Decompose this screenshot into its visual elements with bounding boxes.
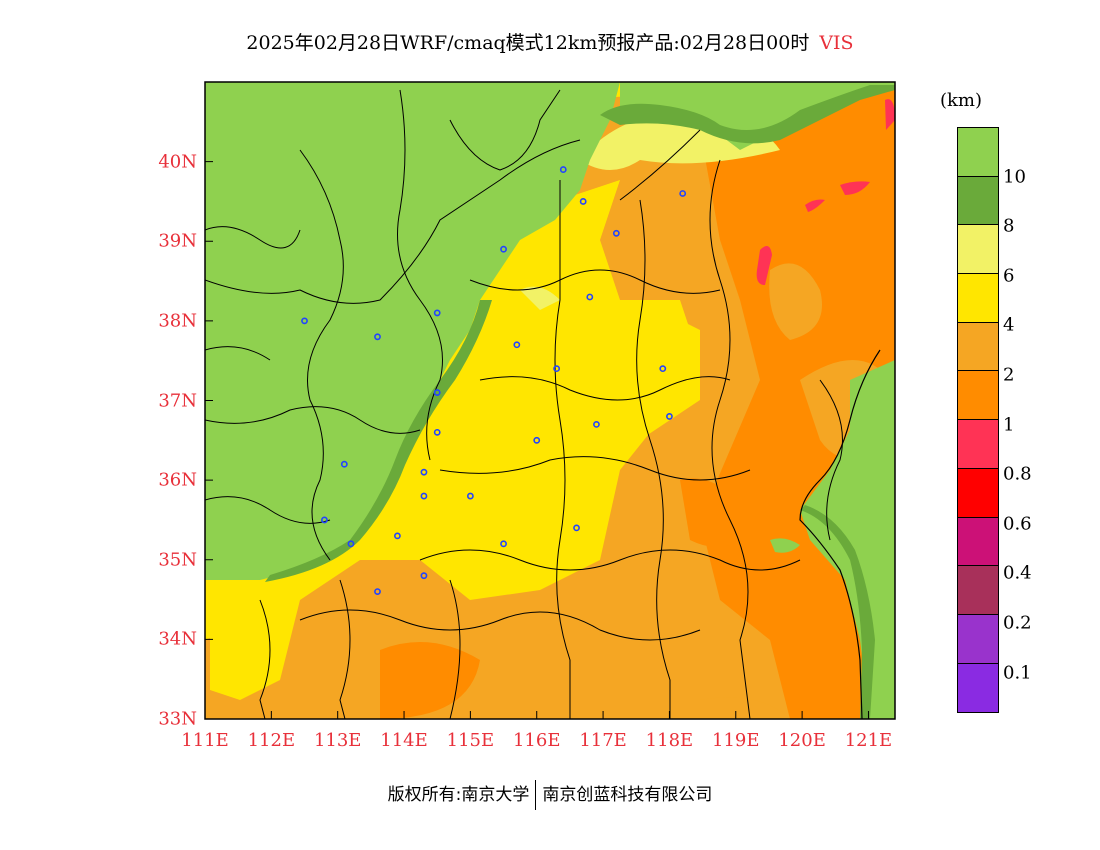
city-marker bbox=[679, 190, 687, 197]
colorbar-swatch bbox=[958, 614, 998, 664]
visibility-field bbox=[205, 82, 895, 719]
city-marker bbox=[659, 365, 667, 373]
lat-tick-label: 37N bbox=[158, 390, 197, 411]
city-marker bbox=[420, 468, 428, 476]
city-marker bbox=[340, 460, 348, 468]
city-marker bbox=[420, 572, 428, 580]
colorbar-label: 4 bbox=[1003, 314, 1015, 336]
lat-tick-label: 39N bbox=[158, 230, 197, 252]
colorbar-label: 2 bbox=[1003, 364, 1015, 386]
city-marker bbox=[533, 436, 541, 444]
city-marker bbox=[579, 198, 587, 205]
city-marker bbox=[553, 365, 561, 373]
title-variable: VIS bbox=[819, 32, 854, 54]
lon-tick-label: 114E bbox=[380, 730, 428, 751]
city-marker bbox=[466, 492, 474, 500]
colorbar-swatch bbox=[958, 225, 998, 275]
city-marker bbox=[433, 309, 441, 317]
colorbar-swatch bbox=[958, 274, 998, 323]
city-marker bbox=[374, 333, 381, 341]
city-marker bbox=[321, 516, 328, 524]
lat-tick-label: 40N bbox=[158, 151, 197, 173]
city-marker bbox=[433, 428, 441, 436]
colorbar-label: 0.2 bbox=[1003, 612, 1032, 634]
colorbar-label: 0.8 bbox=[1003, 463, 1032, 485]
city-marker bbox=[301, 317, 308, 325]
city-marker bbox=[513, 341, 521, 349]
footer-separator bbox=[535, 780, 537, 810]
colorbar-label: 8 bbox=[1003, 215, 1015, 237]
colorbar-swatch bbox=[958, 566, 998, 615]
city-marker bbox=[500, 540, 507, 548]
city-marker bbox=[347, 540, 355, 548]
lat-tick-label: 35N bbox=[158, 549, 197, 571]
lon-tick-label: 112E bbox=[247, 730, 296, 751]
colorbar-swatch bbox=[958, 176, 998, 226]
footer-right: 南京创蓝科技有限公司 bbox=[542, 785, 713, 805]
lat-tick-label: 38N bbox=[158, 310, 197, 332]
colorbar-swatch bbox=[958, 663, 998, 713]
colorbar-swatch bbox=[958, 517, 998, 567]
lat-tick-label: 33N bbox=[158, 708, 197, 730]
lon-tick-label: 120E bbox=[778, 730, 826, 751]
colorbar-swatch bbox=[958, 128, 998, 177]
lat-tick-label: 34N bbox=[158, 628, 197, 650]
copyright-footer: 版权所有:南京大学 南京创蓝科技有限公司 bbox=[0, 780, 1100, 810]
colorbar bbox=[957, 127, 999, 714]
colorbar-label: 10 bbox=[1003, 166, 1026, 188]
city-marker bbox=[420, 492, 428, 500]
lon-tick-label: 119E bbox=[712, 730, 760, 751]
city-marker bbox=[374, 588, 381, 595]
city-marker bbox=[433, 389, 441, 396]
lon-tick-label: 113E bbox=[313, 730, 362, 751]
colorbar-label: 0.1 bbox=[1003, 662, 1032, 684]
lon-tick-label: 111E bbox=[181, 730, 229, 751]
city-marker bbox=[593, 420, 600, 428]
city-marker bbox=[394, 532, 401, 540]
city-marker bbox=[666, 413, 673, 420]
city-marker bbox=[573, 524, 580, 532]
colorbar-label: 1 bbox=[1003, 414, 1015, 436]
admin-borders bbox=[205, 89, 843, 719]
colorbar-swatch bbox=[958, 371, 998, 421]
lon-tick-label: 115E bbox=[446, 730, 495, 751]
lon-tick-label: 121E bbox=[844, 730, 893, 751]
colorbar-label: 6 bbox=[1003, 265, 1015, 287]
title-text: 2025年02月28日WRF/cmaq模式12km预报产品:02月28日00时 bbox=[246, 32, 810, 54]
colorbar-label: 0.4 bbox=[1003, 562, 1032, 584]
colorbar-unit: (km) bbox=[940, 90, 983, 111]
colorbar-swatch bbox=[958, 468, 998, 518]
lon-tick-label: 117E bbox=[579, 730, 627, 751]
city-marker bbox=[500, 245, 507, 253]
colorbar-label: 0.6 bbox=[1003, 513, 1032, 535]
city-marker bbox=[612, 229, 620, 237]
lon-tick-label: 116E bbox=[512, 730, 561, 751]
lat-tick-label: 36N bbox=[158, 469, 197, 491]
map-title: 2025年02月28日WRF/cmaq模式12km预报产品:02月28日00时 V… bbox=[0, 28, 1100, 55]
city-marker bbox=[559, 166, 567, 173]
station-markers bbox=[301, 166, 687, 595]
colorbar-swatch bbox=[958, 322, 998, 372]
city-marker bbox=[586, 293, 594, 301]
colorbar-swatch bbox=[958, 420, 998, 469]
footer-left: 版权所有:南京大学 bbox=[387, 785, 530, 805]
lon-tick-label: 118E bbox=[645, 730, 694, 751]
